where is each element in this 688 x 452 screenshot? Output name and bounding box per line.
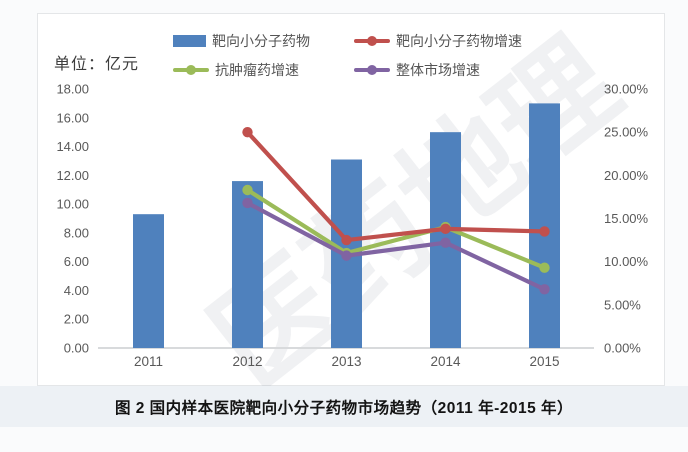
svg-text:18.00: 18.00 xyxy=(56,82,89,97)
svg-text:0.00: 0.00 xyxy=(64,341,89,356)
svg-text:30.00%: 30.00% xyxy=(604,82,649,97)
svg-text:2.00: 2.00 xyxy=(64,312,89,327)
svg-text:0.00%: 0.00% xyxy=(604,341,641,356)
svg-text:2012: 2012 xyxy=(232,354,262,369)
legend-green-line-swatch-icon xyxy=(173,64,209,76)
legend-item-purple-line: 整体市场增速 xyxy=(354,60,522,80)
svg-text:2011: 2011 xyxy=(134,354,163,369)
unit-label: 单位：亿元 xyxy=(54,56,140,73)
legend-purple-line-swatch-icon xyxy=(354,64,390,76)
svg-text:6.00: 6.00 xyxy=(64,254,89,269)
svg-text:20.00%: 20.00% xyxy=(604,168,649,183)
figure-caption: 图 2 国内样本医院靶向小分子药物市场趋势（2011 年-2015 年） xyxy=(114,399,574,417)
svg-text:5.00%: 5.00% xyxy=(604,297,641,312)
svg-text:2014: 2014 xyxy=(430,354,461,369)
legend-item-bar-series: 靶向小分子药物 xyxy=(173,31,354,51)
plot-area: 18.00 16.00 14.00 12.00 10.00 8.00 6.00 4.00 2.0… xyxy=(56,82,649,370)
legend-bar-swatch-icon xyxy=(173,35,206,47)
svg-text:12.00: 12.00 xyxy=(56,168,89,183)
legend-label: 靶向小分子药物 xyxy=(212,33,310,49)
svg-text:2013: 2013 xyxy=(331,354,361,369)
legend-label: 靶向小分子药物增速 xyxy=(396,33,522,49)
caption-strip: 图 2 国内样本医院靶向小分子药物市场趋势（2011 年-2015 年） xyxy=(0,386,688,427)
legend-label: 整体市场增速 xyxy=(396,62,480,78)
chart-legend: 靶向小分子药物 靶向小分子药物增速 抗肿瘤药增速 整体市场增速 xyxy=(173,31,522,80)
legend-item-green-line: 抗肿瘤药增速 xyxy=(173,60,354,80)
svg-text:8.00: 8.00 xyxy=(64,225,89,240)
svg-text:25.00%: 25.00% xyxy=(604,125,649,140)
legend-item-red-line: 靶向小分子药物增速 xyxy=(354,31,522,51)
legend-red-line-swatch-icon xyxy=(354,35,390,47)
svg-text:15.00%: 15.00% xyxy=(604,211,649,226)
chart-card: 单位：亿元 靶向小分子药物 靶向小分子药物增速 抗肿瘤药增速 整体市场增速 医药… xyxy=(37,13,665,410)
svg-text:10.00: 10.00 xyxy=(56,197,89,212)
svg-text:14.00: 14.00 xyxy=(56,139,89,154)
svg-text:10.00%: 10.00% xyxy=(604,254,649,269)
svg-text:2015: 2015 xyxy=(529,354,559,369)
legend-label: 抗肿瘤药增速 xyxy=(215,62,299,78)
svg-text:16.00: 16.00 xyxy=(56,110,89,125)
svg-text:4.00: 4.00 xyxy=(64,283,89,298)
